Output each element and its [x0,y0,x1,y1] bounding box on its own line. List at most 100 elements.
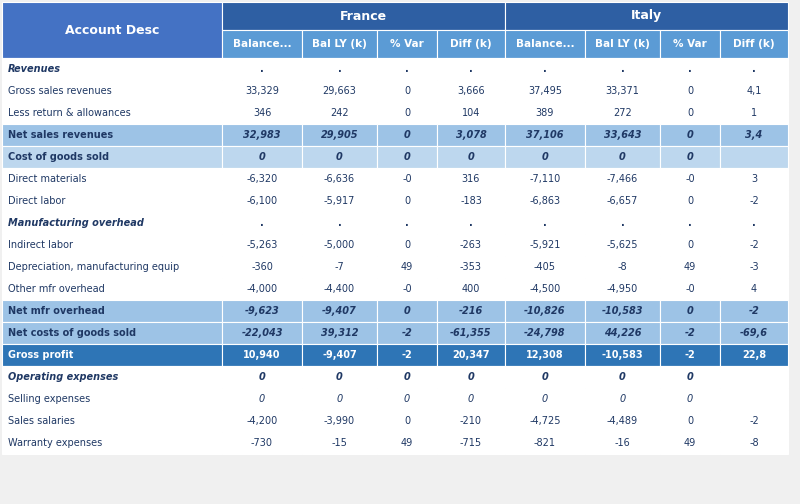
Bar [720,344,788,366]
Text: -16: -16 [614,438,630,448]
Text: 0: 0 [404,152,410,162]
Text: 0: 0 [687,196,693,206]
Text: 0: 0 [404,196,410,206]
Text: .: . [338,64,342,74]
Text: 49: 49 [684,262,696,272]
Text: 49: 49 [401,438,413,448]
Bar [437,322,505,344]
Bar [720,30,788,58]
Text: 1: 1 [751,108,757,118]
Text: -2: -2 [749,416,759,426]
Bar [377,58,437,80]
Text: .: . [543,218,547,228]
Text: 44,226: 44,226 [604,328,642,338]
Text: 316: 316 [462,174,480,184]
Text: 0: 0 [687,240,693,250]
Bar [302,58,377,80]
Bar [505,366,585,388]
Text: .: . [752,64,756,74]
Bar [720,58,788,80]
Text: 3,4: 3,4 [746,130,762,140]
Bar [377,234,437,256]
Bar [437,366,505,388]
Bar [377,300,437,322]
Bar [437,234,505,256]
Bar [505,102,585,124]
Bar [505,344,585,366]
Bar [222,256,302,278]
Bar [720,146,788,168]
Bar [585,212,660,234]
Bar [585,234,660,256]
Text: 0: 0 [404,306,410,316]
Text: -5,000: -5,000 [324,240,355,250]
Bar [222,190,302,212]
Text: 0: 0 [468,394,474,404]
Bar [222,322,302,344]
Text: 0: 0 [404,416,410,426]
Text: 0: 0 [404,108,410,118]
Bar [585,102,660,124]
Text: .: . [621,64,624,74]
Bar [222,234,302,256]
Text: -4,725: -4,725 [530,416,561,426]
Bar [720,190,788,212]
Bar [302,190,377,212]
Text: 49: 49 [684,438,696,448]
Bar [377,102,437,124]
Bar [437,80,505,102]
Bar [2,432,222,454]
Bar [2,410,222,432]
Bar [660,432,720,454]
Text: -4,400: -4,400 [324,284,355,294]
Bar [437,190,505,212]
Text: -7,110: -7,110 [530,174,561,184]
Text: -69,6: -69,6 [740,328,768,338]
Text: 0: 0 [404,240,410,250]
Bar [222,212,302,234]
Text: 0: 0 [619,152,626,162]
Bar [585,30,660,58]
Text: -10,583: -10,583 [602,350,643,360]
Bar [660,410,720,432]
Bar [302,80,377,102]
Bar [720,212,788,234]
Bar [377,124,437,146]
Text: -5,263: -5,263 [246,240,278,250]
Text: 272: 272 [613,108,632,118]
Text: -6,100: -6,100 [246,196,278,206]
Bar [585,322,660,344]
Text: .: . [260,64,264,74]
Bar [505,2,788,30]
Text: Net mfr overhead: Net mfr overhead [8,306,105,316]
Text: -4,200: -4,200 [246,416,278,426]
Text: Sales salaries: Sales salaries [8,416,75,426]
Text: Balance...: Balance... [233,39,291,49]
Bar [302,300,377,322]
Bar [2,2,222,58]
Bar [505,278,585,300]
Bar [2,256,222,278]
Text: 4,1: 4,1 [746,86,762,96]
Text: 0: 0 [687,416,693,426]
Bar [437,212,505,234]
Text: -4,000: -4,000 [246,284,278,294]
Text: 0: 0 [468,152,474,162]
Bar [505,190,585,212]
Bar [302,388,377,410]
Text: Bal LY (k): Bal LY (k) [595,39,650,49]
Text: -216: -216 [459,306,483,316]
Bar [437,256,505,278]
Text: -7,466: -7,466 [607,174,638,184]
Text: 49: 49 [401,262,413,272]
Text: -730: -730 [251,438,273,448]
Text: 29,663: 29,663 [322,86,357,96]
Bar [720,432,788,454]
Bar [302,124,377,146]
Bar [585,124,660,146]
Bar [377,432,437,454]
Bar [302,30,377,58]
Text: -9,407: -9,407 [322,306,357,316]
Text: Diff (k): Diff (k) [450,39,492,49]
Bar [2,234,222,256]
